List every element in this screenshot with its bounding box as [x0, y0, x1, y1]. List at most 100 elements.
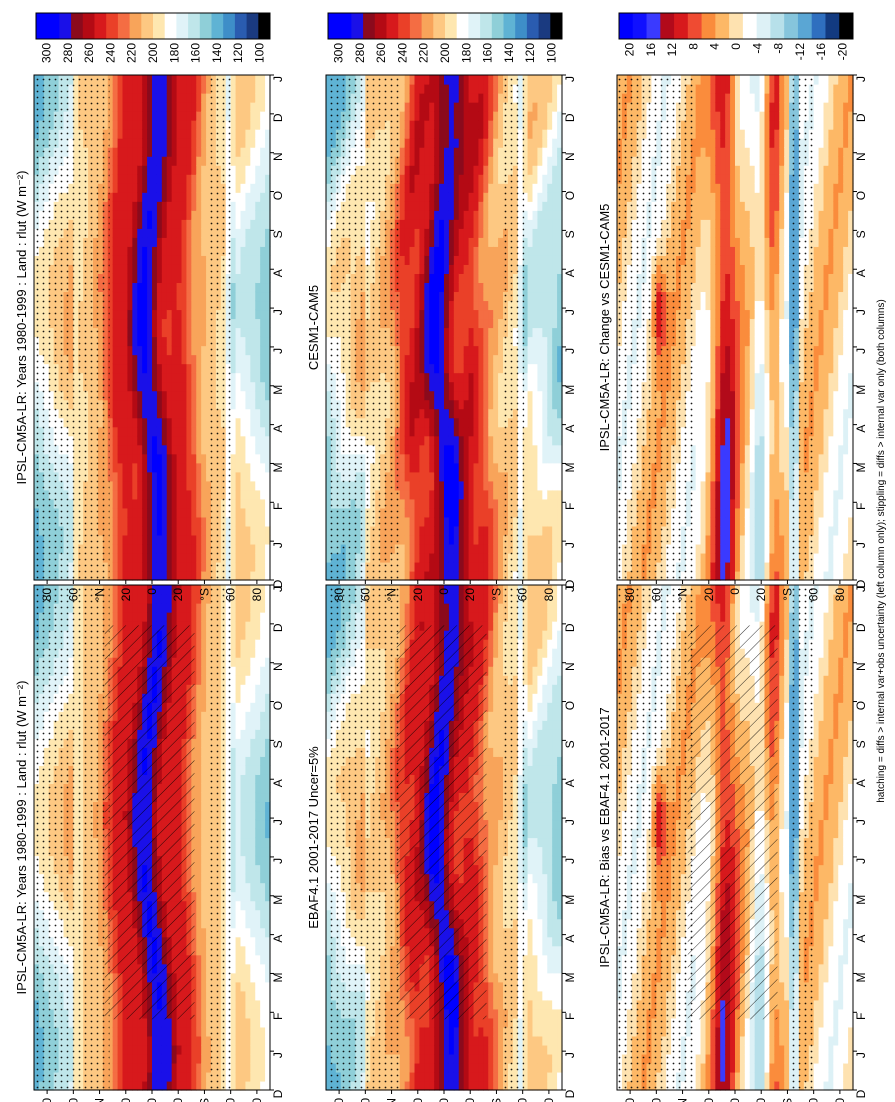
heatmap-cell — [265, 720, 271, 730]
heatmap-cell — [265, 693, 271, 703]
heatmap-cell — [142, 75, 148, 85]
heatmap-cell — [142, 111, 148, 121]
heatmap-cell — [191, 498, 197, 509]
heatmap-cell — [137, 534, 143, 545]
heatmap-cell — [166, 462, 173, 473]
heatmap-cell — [152, 111, 158, 121]
heatmap-cell — [181, 147, 188, 157]
heatmap-cell — [161, 219, 168, 229]
heatmap-cell — [161, 612, 168, 622]
heatmap-cell — [201, 792, 207, 803]
heatmap-cell — [181, 426, 188, 437]
heatmap-cell — [181, 390, 188, 401]
heatmap-cell — [260, 945, 266, 956]
heatmap-cell — [176, 507, 183, 518]
heatmap-cell — [245, 684, 251, 694]
heatmap-cell — [156, 120, 163, 130]
heatmap-cell — [250, 648, 256, 658]
heatmap-cell — [176, 102, 183, 112]
heatmap-cell — [260, 648, 266, 658]
heatmap-cell — [191, 336, 197, 347]
heatmap-cell — [201, 111, 207, 121]
heatmap-cell — [260, 693, 266, 703]
heatmap-cell — [196, 183, 202, 193]
heatmap-cell — [132, 120, 138, 130]
heatmap-cell — [117, 147, 124, 157]
heatmap-cell — [161, 498, 168, 509]
heatmap-cell — [240, 927, 247, 938]
heatmap-cell — [142, 507, 148, 518]
heatmap-cell — [191, 165, 197, 175]
heatmap-cell — [250, 711, 256, 721]
heatmap-cell — [132, 291, 138, 302]
heatmap-cell — [117, 381, 124, 392]
heatmap-cell — [240, 819, 247, 830]
heatmap-cell — [122, 534, 129, 545]
heatmap-cell — [240, 1071, 247, 1082]
heatmap-cell — [117, 201, 124, 211]
heatmap-cell — [161, 516, 168, 527]
heatmap-cell — [240, 720, 247, 730]
heatmap-cell — [196, 192, 202, 202]
heatmap-cell — [196, 909, 202, 920]
heatmap-cell — [142, 129, 148, 139]
heatmap-cell — [112, 345, 119, 356]
heatmap-cell — [240, 1044, 247, 1055]
heatmap-cell — [132, 237, 138, 247]
heatmap-cell — [181, 453, 188, 464]
heatmap-cell — [196, 228, 202, 238]
heatmap-cell — [176, 363, 183, 374]
heatmap-cell — [250, 657, 256, 667]
heatmap-cell — [240, 612, 247, 622]
heatmap-cell — [137, 174, 143, 184]
heatmap-cell — [201, 399, 207, 410]
heatmap-cell — [201, 453, 207, 464]
heatmap-cell — [201, 936, 207, 947]
heatmap-cell — [201, 1044, 207, 1055]
heatmap-cell — [201, 444, 207, 455]
heatmap-cell — [176, 336, 183, 347]
heatmap-cell — [196, 918, 202, 929]
heatmap-cell — [201, 552, 207, 563]
heatmap-cell — [235, 792, 242, 803]
heatmap-cell — [186, 525, 192, 536]
heatmap-cell — [196, 489, 202, 500]
heatmap-cell — [186, 318, 192, 329]
heatmap-cell — [137, 93, 143, 103]
heatmap-cell — [166, 183, 173, 193]
heatmap-cell — [201, 372, 207, 383]
heatmap-cell — [107, 156, 114, 166]
heatmap-cell — [166, 561, 173, 572]
heatmap-cell — [176, 1026, 183, 1037]
heatmap-cell — [117, 426, 124, 437]
heatmap-cell — [230, 810, 237, 821]
heatmap-cell — [147, 327, 153, 338]
heatmap-cell — [250, 765, 256, 775]
heatmap-cell — [255, 711, 261, 721]
heatmap-cell — [196, 675, 202, 685]
heatmap-cell — [127, 318, 133, 329]
heatmap-cell — [196, 927, 202, 938]
heatmap-cell — [196, 765, 202, 775]
heatmap-cell — [161, 84, 168, 94]
heatmap-cell — [152, 417, 158, 428]
heatmap-cell — [235, 702, 242, 712]
heatmap-cell — [181, 543, 188, 554]
heatmap-cell — [265, 954, 271, 965]
heatmap-cell — [107, 354, 114, 365]
heatmap-cell — [147, 1053, 153, 1064]
heatmap-cell — [127, 345, 133, 356]
heatmap-cell — [181, 534, 188, 545]
heatmap-cell — [132, 93, 138, 103]
heatmap-cell — [235, 882, 242, 893]
heatmap-cell — [156, 603, 163, 613]
heatmap-cell — [117, 453, 124, 464]
heatmap-cell — [240, 792, 247, 803]
heatmap-cell — [260, 954, 266, 965]
heatmap-cell — [176, 534, 183, 545]
heatmap-cell — [196, 666, 202, 676]
heatmap-cell — [112, 318, 119, 329]
heatmap-cell — [117, 489, 124, 500]
heatmap-cell — [201, 264, 207, 274]
heatmap-cell — [186, 201, 192, 211]
